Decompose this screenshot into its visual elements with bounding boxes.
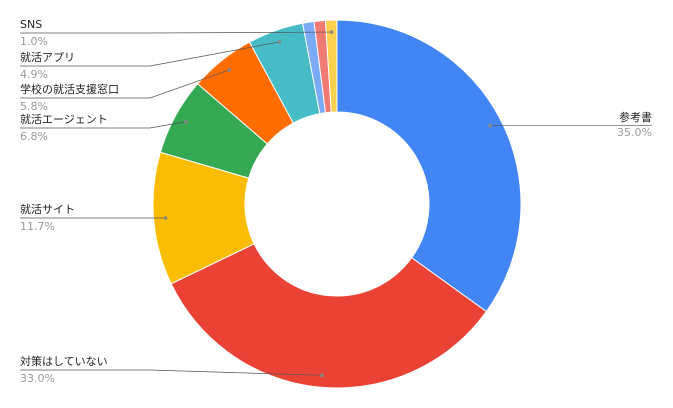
slice-label: 参考書: [619, 110, 652, 124]
slice-label: 就活サイト: [20, 202, 75, 216]
slice-value-label: 5.8%: [20, 100, 48, 113]
slice-value-label: 33.0%: [20, 372, 55, 385]
slice-value-label: 4.9%: [20, 68, 48, 81]
slice-value-label: 6.8%: [20, 130, 48, 143]
leader-dot: [488, 123, 492, 128]
slice-label: 就活アプリ: [20, 50, 75, 64]
leader-dot: [184, 119, 188, 124]
slice-label: 就活エージェント: [20, 112, 108, 126]
leader-dot: [277, 40, 282, 44]
slice-value-label: 1.0%: [20, 35, 48, 48]
donut-slice: [336, 19, 522, 313]
leader-line: [20, 31, 332, 34]
leader-line: [20, 69, 230, 99]
leader-line: [20, 369, 322, 376]
donut-slice: [324, 19, 338, 113]
leader-dot: [329, 30, 334, 34]
leader-line: [20, 41, 280, 67]
slice-label: SNS: [20, 18, 42, 31]
slice-value-label: 11.7%: [20, 220, 55, 233]
leader-dot: [320, 373, 324, 378]
leader-line: [20, 121, 186, 129]
leader-dot: [227, 68, 232, 72]
leader-dot: [163, 216, 168, 220]
slice-label: 対策はしていない: [20, 354, 108, 368]
donut-slice: [170, 243, 488, 389]
slice-label: 学校の就活支援窓口: [20, 82, 119, 96]
slice-value-label: 35.0%: [617, 126, 652, 139]
